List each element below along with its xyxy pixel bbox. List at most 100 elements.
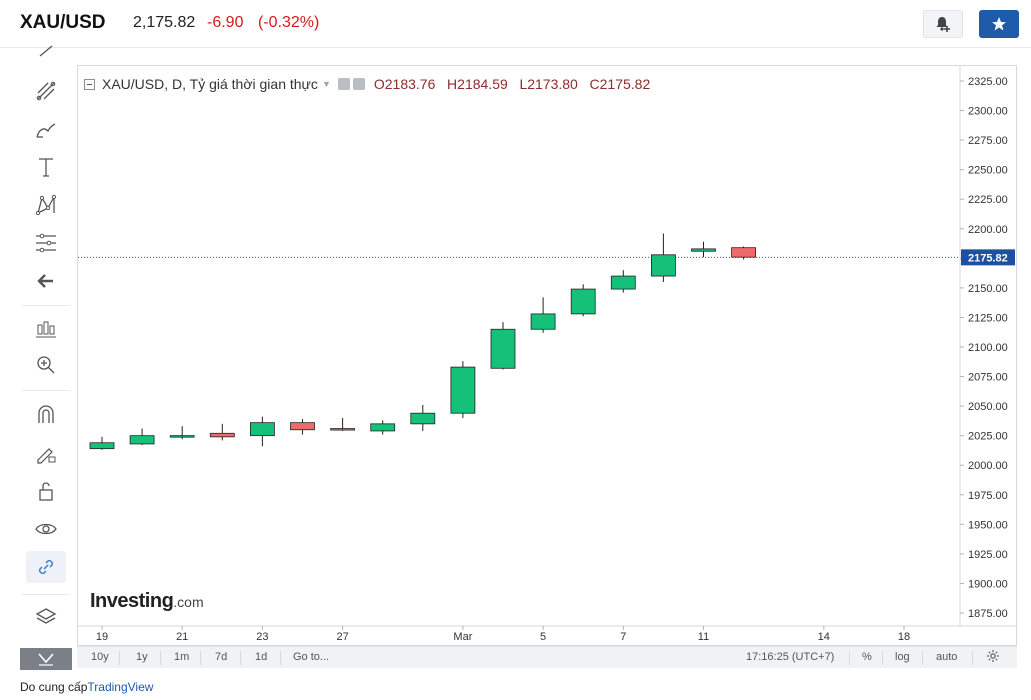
tool-text[interactable]	[26, 152, 66, 182]
symbol-title: XAU/USD	[20, 12, 106, 33]
percent-scale-toggle[interactable]: %	[862, 651, 872, 663]
goto-button[interactable]: Go to...	[293, 651, 330, 663]
candle-body	[290, 422, 315, 431]
y-tick-label: 2075.00	[968, 372, 1008, 384]
candle-body	[651, 254, 676, 277]
logo-suffix: .com	[173, 594, 204, 610]
bell-plus-icon	[936, 17, 950, 32]
last-price: 2,175.82	[133, 14, 196, 31]
last-price-tag	[961, 249, 1015, 266]
drawing-toolbar	[20, 45, 72, 670]
low-value: 2173.80	[527, 76, 578, 92]
y-tick-label: 2125.00	[968, 312, 1008, 324]
chart-frame[interactable]	[77, 65, 1017, 646]
bottom-divider	[119, 651, 120, 665]
gear-icon	[987, 650, 999, 662]
favorite-button[interactable]	[979, 10, 1019, 38]
y-tick-label: 1925.00	[968, 549, 1008, 561]
caret-down-icon[interactable]: ▼	[321, 79, 331, 89]
candle-body	[209, 432, 235, 438]
header-divider	[0, 47, 1031, 48]
y-tick-label: 2150.00	[968, 283, 1008, 295]
tradingview-link[interactable]: TradingView	[87, 680, 154, 694]
tool-link[interactable]	[26, 551, 66, 583]
candle-body	[490, 328, 516, 369]
tool-pattern[interactable]	[26, 190, 66, 220]
x-tick-label: 23	[256, 631, 268, 643]
x-tick-label: 7	[620, 631, 626, 643]
bottom-divider	[849, 651, 850, 665]
x-tick-label: 5	[540, 631, 546, 643]
chart-legend: XAU/USD, D, Tỷ giá thời gian thực ▼ O218…	[84, 76, 650, 92]
provider-credit: Do cung cấpTradingView	[20, 680, 153, 694]
magnet-icon	[38, 405, 54, 423]
y-tick-label: 2325.00	[968, 76, 1008, 88]
pencil-lock-icon	[37, 448, 56, 464]
range-1d-button[interactable]: 1d	[255, 651, 268, 663]
candle-body	[530, 313, 556, 330]
y-tick-label: 2250.00	[968, 165, 1008, 177]
x-tick-label: 18	[898, 631, 910, 643]
tool-back[interactable]	[26, 266, 66, 296]
collapse-legend-icon[interactable]	[84, 78, 95, 90]
unlock-icon	[39, 482, 53, 501]
candle-body	[570, 288, 596, 315]
range-10y-button[interactable]: 10y	[91, 651, 109, 663]
toolbar-collapse-button[interactable]	[20, 648, 72, 670]
candle-body	[169, 435, 195, 438]
brush-icon	[36, 123, 56, 138]
close-value: 2175.82	[599, 76, 651, 92]
candle-body	[731, 247, 756, 258]
bottom-divider	[882, 651, 883, 665]
tool-indicators[interactable]	[26, 314, 66, 344]
clock-timezone[interactable]: 17:16:25 (UTC+7)	[746, 651, 835, 663]
y-tick-label: 2200.00	[968, 224, 1008, 236]
range-7d-button[interactable]: 7d	[215, 651, 228, 663]
bottom-divider	[240, 651, 241, 665]
y-tick-label: 2275.00	[968, 135, 1008, 147]
range-1y-button[interactable]: 1y	[136, 651, 148, 663]
x-tick-label: 11	[698, 631, 709, 643]
credit-prefix: Do cung cấp	[20, 680, 88, 694]
candle-body	[370, 423, 396, 432]
price-change-percent: (-0.32%)	[258, 14, 320, 31]
back-arrow-icon	[37, 274, 53, 288]
chart-settings-button[interactable]	[986, 649, 1000, 666]
text-icon	[39, 158, 53, 177]
investing-logo: Investing.com	[90, 590, 204, 613]
tool-zoom[interactable]	[26, 350, 66, 380]
tool-pencil-lock[interactable]	[26, 438, 66, 468]
tool-brush[interactable]	[26, 114, 66, 144]
add-alert-button[interactable]	[923, 10, 963, 38]
close-icon[interactable]	[352, 78, 365, 90]
range-1m-button[interactable]: 1m	[174, 651, 190, 663]
tool-measure[interactable]	[26, 228, 66, 258]
tool-layers[interactable]	[26, 602, 66, 632]
x-tick-label: 27	[336, 631, 348, 643]
x-tick-label: 19	[96, 631, 108, 643]
x-tick-label: 21	[176, 631, 188, 643]
y-tick-label: 2000.00	[968, 460, 1008, 472]
auto-scale-toggle[interactable]: auto	[936, 651, 958, 663]
measure-icon	[36, 233, 56, 253]
log-scale-toggle[interactable]: log	[895, 651, 910, 663]
tool-visibility[interactable]	[26, 514, 66, 544]
candle-body	[450, 366, 476, 414]
star-icon	[992, 17, 1006, 31]
toolbar-divider	[22, 390, 70, 391]
y-tick-label: 1900.00	[968, 578, 1008, 590]
last-price-label: 2175.82	[968, 252, 1008, 264]
tool-unlock[interactable]	[26, 476, 66, 506]
candle-body	[89, 442, 115, 450]
candle-body	[129, 435, 155, 445]
high-value: 2184.59	[457, 76, 508, 92]
candle-body	[330, 428, 356, 431]
tool-fork[interactable]	[26, 76, 66, 106]
settings-icon[interactable]	[337, 78, 350, 90]
bottom-divider	[280, 651, 281, 665]
tool-trend-line[interactable]	[26, 45, 66, 64]
toolbar-divider	[22, 305, 70, 306]
tool-magnet[interactable]	[26, 400, 66, 430]
logo-brand: Investing	[90, 590, 174, 612]
